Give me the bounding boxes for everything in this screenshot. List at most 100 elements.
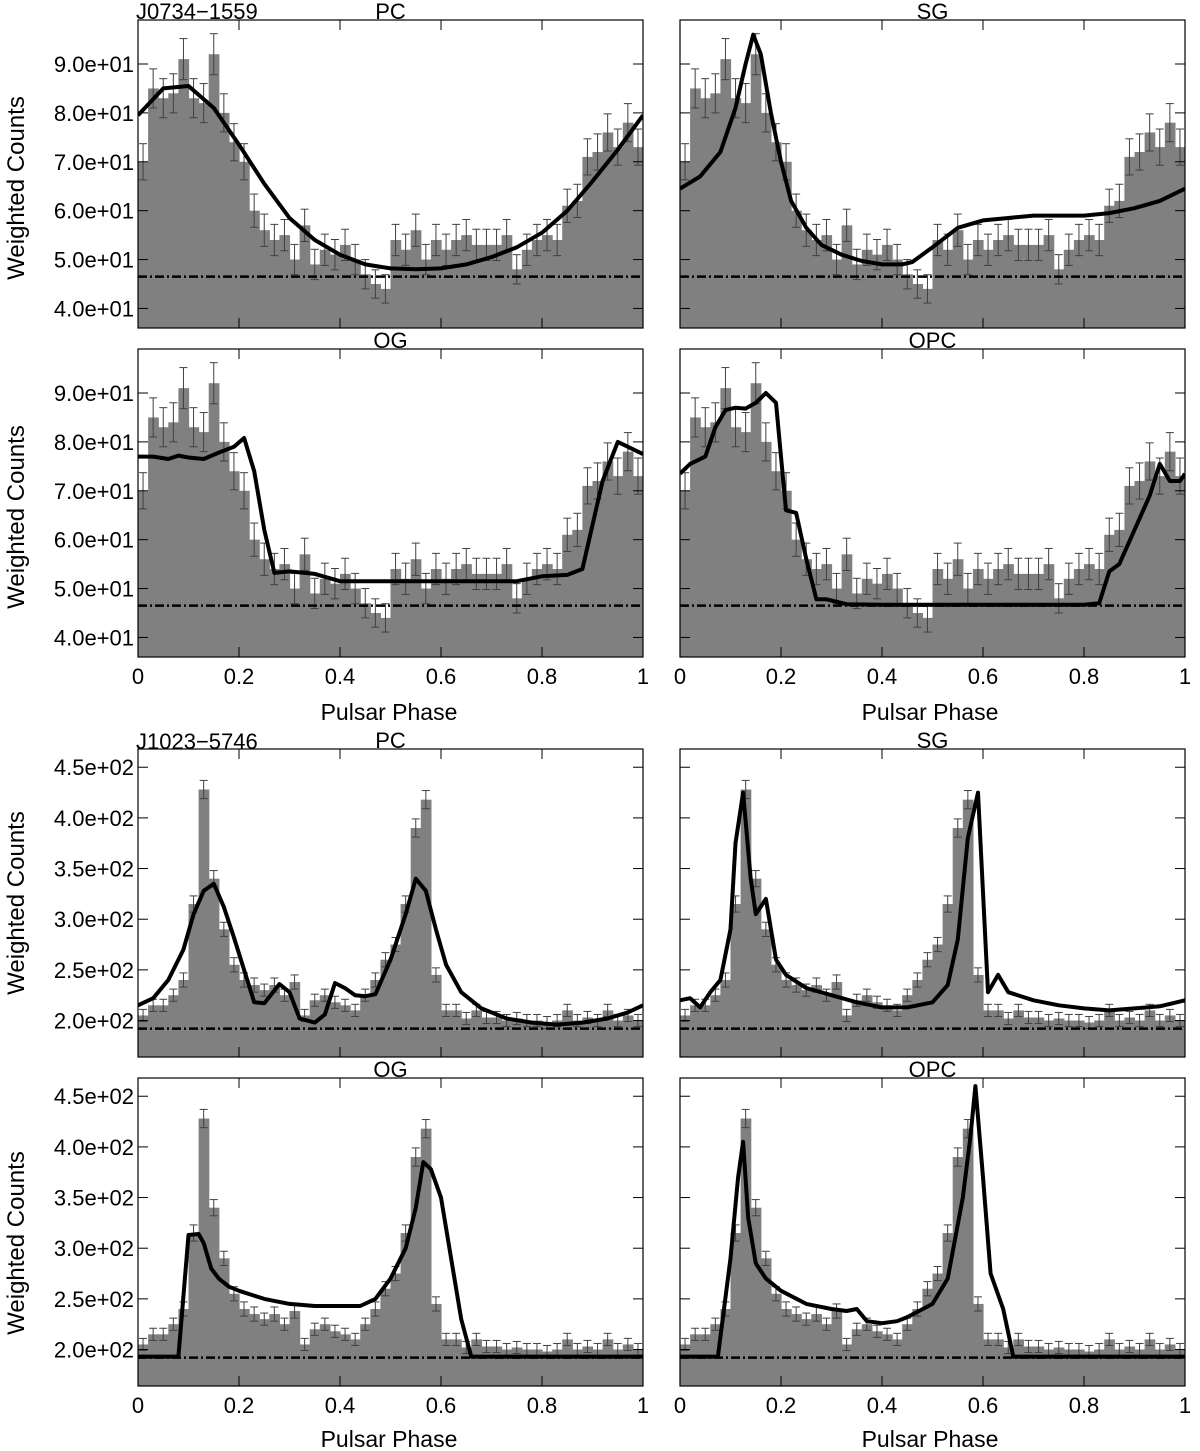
- histogram-bar: [770, 1293, 782, 1386]
- model-curve: [138, 436, 643, 584]
- histogram-bar: [481, 1346, 493, 1386]
- histogram-bar: [841, 1344, 853, 1386]
- histogram-bar: [993, 1010, 1004, 1057]
- histogram-bar: [912, 613, 923, 657]
- histogram-bar: [531, 1349, 543, 1386]
- histogram-bar: [521, 1020, 533, 1057]
- histogram-bar: [461, 1347, 472, 1386]
- histogram-bar: [208, 1207, 220, 1386]
- histogram-bar: [228, 142, 240, 328]
- plot-area-j1023-opc: [680, 1084, 1185, 1386]
- histogram-bar: [370, 980, 381, 1057]
- histogram-bar: [851, 593, 863, 657]
- histogram-bar: [481, 1017, 493, 1057]
- histogram-bar: [1073, 1020, 1085, 1057]
- histogram-bar: [168, 93, 179, 328]
- histogram-bar: [942, 249, 954, 328]
- histogram-bar: [552, 1020, 563, 1057]
- histogram-bar: [511, 1018, 523, 1057]
- histogram-bar: [993, 1339, 1004, 1386]
- panel-j0734-sg: SG: [679, 0, 1186, 329]
- histogram-bar: [602, 461, 614, 657]
- histogram-bar: [622, 1344, 634, 1386]
- histogram-bar: [158, 98, 169, 328]
- histogram-bar: [309, 593, 321, 657]
- histogram-bar: [801, 990, 812, 1057]
- histogram-bar: [720, 1309, 732, 1386]
- histogram-bar: [912, 980, 923, 1057]
- histogram-bar: [461, 235, 472, 328]
- histogram-bar: [1043, 235, 1055, 328]
- histogram-bar: [400, 904, 412, 1057]
- histogram-bar: [612, 476, 624, 657]
- plot-area-j0734-pc: [138, 33, 643, 328]
- histogram-bar: [932, 569, 944, 657]
- histogram-bar: [811, 985, 822, 1057]
- panel-frame: [137, 348, 644, 658]
- histogram-bar: [319, 578, 331, 657]
- histogram-bar: [710, 422, 721, 657]
- histogram-bar: [1033, 1017, 1045, 1057]
- histogram-bar: [932, 1273, 944, 1386]
- histogram-bar: [380, 617, 392, 657]
- histogram-bar: [1154, 1020, 1166, 1057]
- histogram-bar: [552, 1349, 563, 1386]
- histogram-bar: [1084, 1022, 1095, 1057]
- x-tick-label: 0: [132, 1393, 144, 1418]
- histogram-bar: [700, 98, 711, 328]
- histogram-bar: [1023, 244, 1035, 328]
- histogram-bar: [902, 274, 913, 328]
- histogram-bar: [690, 417, 701, 657]
- y-tick-label: 6.0e+01: [54, 528, 134, 553]
- histogram-bar: [198, 103, 210, 328]
- histogram-bar: [430, 569, 442, 657]
- histogram-bar: [279, 995, 291, 1057]
- histogram-bar: [781, 161, 792, 328]
- histogram-bar: [1174, 147, 1185, 328]
- histogram-bar: [952, 230, 964, 328]
- histogram-bar: [188, 1233, 200, 1386]
- histogram-bar: [622, 1015, 634, 1057]
- histogram-bar: [612, 1349, 624, 1386]
- histogram-bar: [531, 1020, 543, 1057]
- histogram-bar: [1174, 476, 1185, 657]
- histogram-bar: [861, 249, 873, 328]
- histogram-bar: [1144, 461, 1156, 657]
- histogram-bar: [380, 959, 392, 1057]
- x-tick-label: 0.4: [325, 1393, 356, 1418]
- histogram-bar: [622, 451, 634, 657]
- histogram-bar: [1134, 1020, 1146, 1057]
- histogram-bar: [831, 588, 843, 657]
- histogram-bar: [1073, 240, 1085, 328]
- panel-title: PC: [375, 0, 406, 24]
- y-tick-label: 4.0e+02: [54, 1135, 134, 1160]
- histogram-bar: [138, 490, 149, 657]
- y-tick-label: 3.5e+02: [54, 857, 134, 882]
- histogram-bar: [1013, 573, 1024, 657]
- histogram-bar: [922, 288, 934, 328]
- histogram-bar: [1114, 1020, 1125, 1057]
- histogram-bar: [680, 1344, 691, 1386]
- histogram-bar: [239, 490, 250, 657]
- histogram-bar: [831, 259, 843, 328]
- histogram-bar: [1144, 132, 1156, 328]
- histogram-bar: [582, 1346, 594, 1386]
- y-tick-label: 4.0e+01: [54, 296, 134, 321]
- histogram-bar: [360, 603, 371, 657]
- histogram-bar: [148, 1334, 159, 1386]
- x-tick-label: 0.6: [426, 1393, 457, 1418]
- panel-title: SG: [917, 0, 949, 24]
- histogram-bar: [680, 1015, 691, 1057]
- histogram-bar: [902, 603, 913, 657]
- pulsar-name-bottom: J1023−5746: [136, 729, 258, 754]
- histogram-bar: [289, 1311, 301, 1386]
- histogram-bar: [481, 244, 493, 328]
- histogram-bar: [582, 156, 594, 328]
- panel-frame: [679, 748, 1186, 1058]
- histogram-bar: [1094, 1020, 1105, 1057]
- histogram-bar: [912, 1309, 923, 1386]
- histogram-bar: [740, 103, 752, 328]
- histogram-bar: [760, 112, 772, 328]
- histogram-bar: [531, 569, 543, 657]
- histogram-bar: [208, 54, 220, 328]
